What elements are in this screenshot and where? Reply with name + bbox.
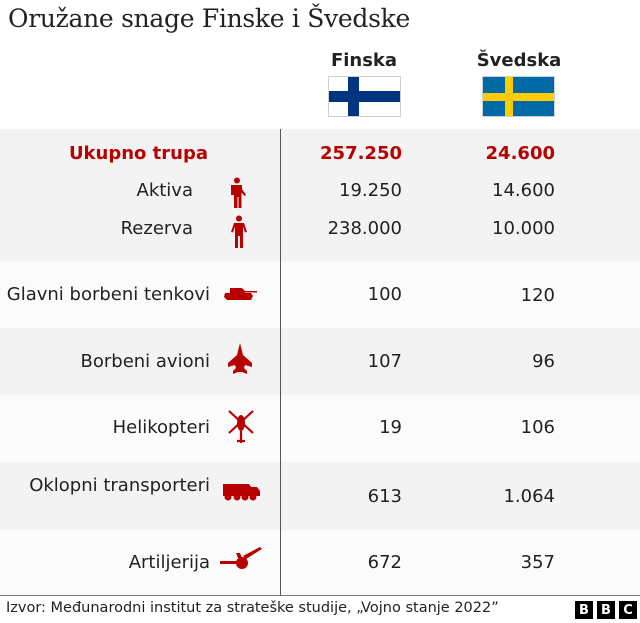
- soldier-icon: [228, 177, 248, 209]
- table-row-tanks: Glavni borbeni tenkovi 100 120: [0, 261, 640, 328]
- tank-icon: [224, 287, 258, 301]
- row-label-armored-vehicles: Oklopni transporteri: [29, 475, 210, 496]
- finland-flag-icon: [328, 76, 401, 117]
- row-label-active: Aktiva: [136, 180, 193, 201]
- value-sweden-artillery: 357: [520, 552, 555, 573]
- value-finland-jets: 107: [367, 351, 402, 372]
- value-finland-total: 257.250: [320, 143, 402, 164]
- column-header-sweden: Švedska: [476, 50, 562, 71]
- row-label-helicopters: Helikopteri: [112, 417, 210, 438]
- value-sweden-active: 14.600: [492, 180, 555, 201]
- comparison-table: Ukupno trupa 257.250 24.600 Aktiva 19.25…: [0, 129, 640, 595]
- footer-divider: [0, 595, 640, 596]
- bbc-logo-letter-c: C: [619, 601, 637, 619]
- value-sweden-tanks: 120: [520, 285, 555, 306]
- row-label-reserve: Rezerva: [120, 218, 193, 239]
- person-icon: [231, 215, 247, 249]
- table-row-artillery: Artiljerija 672 357: [0, 530, 640, 595]
- row-label-artillery: Artiljerija: [128, 552, 210, 573]
- value-sweden-total: 24.600: [485, 143, 555, 164]
- table-row-jets: Borbeni avioni 107 96: [0, 328, 640, 395]
- value-finland-tanks: 100: [367, 284, 402, 305]
- row-label-total: Ukupno trupa: [68, 143, 208, 164]
- table-row-armored-vehicles: Oklopni transporteri 613 1.064: [0, 462, 640, 530]
- artillery-icon: [220, 547, 262, 569]
- value-finland-artillery: 672: [367, 552, 402, 573]
- bbc-logo-letter-b1: B: [575, 601, 593, 619]
- value-finland-active: 19.250: [339, 180, 402, 201]
- sweden-flag-icon: [482, 76, 555, 117]
- chart-title: Oružane snage Finske i Švedske: [8, 4, 410, 33]
- value-sweden-helicopters: 106: [520, 417, 555, 438]
- row-label-tanks: Glavni borbeni tenkovi: [6, 284, 210, 305]
- value-finland-armored-vehicles: 613: [367, 486, 402, 507]
- bbc-logo: B B C: [575, 601, 637, 619]
- armored-vehicle-icon: [223, 483, 260, 501]
- value-sweden-reserve: 10.000: [492, 218, 555, 239]
- value-sweden-armored-vehicles: 1.064: [503, 486, 555, 507]
- value-finland-reserve: 238.000: [327, 218, 402, 239]
- source-note: Izvor: Međunarodni institut za strateške…: [6, 600, 499, 616]
- helicopter-icon: [227, 409, 255, 445]
- column-divider: [280, 129, 281, 595]
- row-label-jets: Borbeni avioni: [80, 351, 211, 372]
- column-header-finland: Finska: [330, 50, 398, 71]
- value-sweden-jets: 96: [532, 351, 555, 372]
- bbc-logo-letter-b2: B: [597, 601, 615, 619]
- fighter-jet-icon: [227, 343, 253, 375]
- table-row-troops: Ukupno trupa 257.250 24.600 Aktiva 19.25…: [0, 129, 640, 261]
- table-row-helicopters: Helikopteri 19 106: [0, 395, 640, 462]
- value-finland-helicopters: 19: [379, 417, 402, 438]
